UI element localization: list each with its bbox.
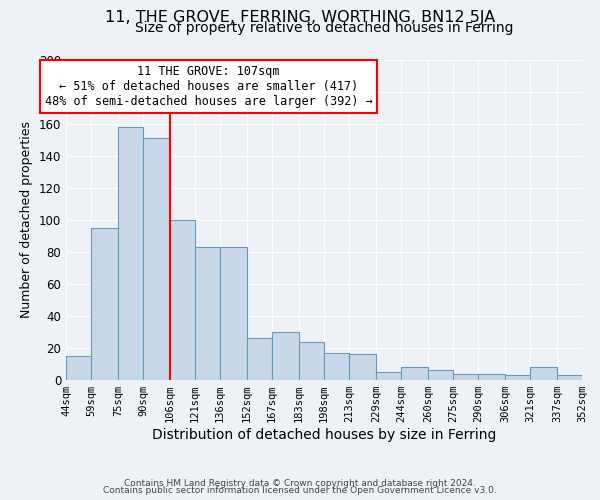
Bar: [324, 353, 349, 380]
Text: 11, THE GROVE, FERRING, WORTHING, BN12 5JA: 11, THE GROVE, FERRING, WORTHING, BN12 5…: [105, 10, 495, 25]
Bar: [349, 354, 376, 380]
Bar: [220, 247, 247, 380]
X-axis label: Distribution of detached houses by size in Ferring: Distribution of detached houses by size …: [152, 428, 496, 442]
Bar: [530, 367, 557, 380]
Bar: [91, 228, 118, 380]
Text: Contains HM Land Registry data © Crown copyright and database right 2024.: Contains HM Land Registry data © Crown c…: [124, 478, 476, 488]
Bar: [170, 220, 195, 380]
Text: 11 THE GROVE: 107sqm
← 51% of detached houses are smaller (417)
48% of semi-deta: 11 THE GROVE: 107sqm ← 51% of detached h…: [44, 65, 372, 108]
Title: Size of property relative to detached houses in Ferring: Size of property relative to detached ho…: [135, 21, 513, 35]
Bar: [557, 375, 582, 380]
Bar: [195, 247, 220, 380]
Bar: [66, 356, 91, 380]
Bar: [299, 342, 324, 380]
Y-axis label: Number of detached properties: Number of detached properties: [20, 122, 33, 318]
Bar: [143, 138, 170, 380]
Bar: [118, 127, 143, 380]
Bar: [478, 374, 505, 380]
Bar: [401, 367, 428, 380]
Bar: [505, 375, 530, 380]
Bar: [247, 338, 272, 380]
Bar: [453, 374, 478, 380]
Text: Contains public sector information licensed under the Open Government Licence v3: Contains public sector information licen…: [103, 486, 497, 495]
Bar: [376, 372, 401, 380]
Bar: [272, 332, 299, 380]
Bar: [428, 370, 453, 380]
